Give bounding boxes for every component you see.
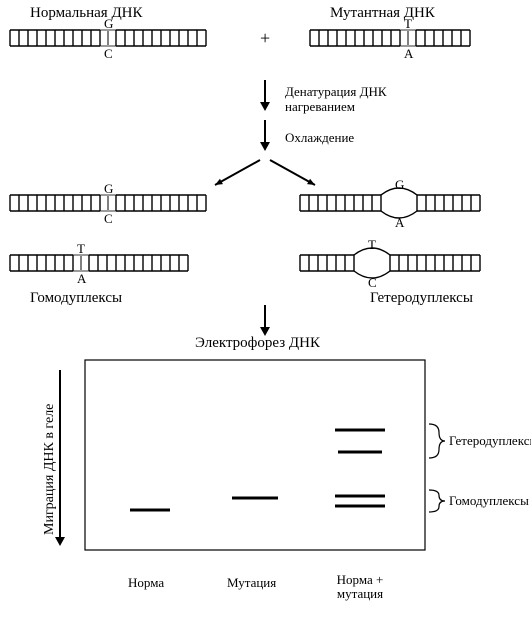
svg-text:G: G (395, 177, 404, 192)
brace-label-hetero: Гетеродуплексы (449, 433, 531, 449)
brace-label-homo: Гомодуплексы (449, 493, 529, 509)
label-homoduplex: Гомодуплексы (30, 290, 122, 307)
label-migration: Миграция ДНК в геле (42, 404, 58, 535)
lane-label-norm: Норма (128, 575, 164, 591)
lane-label-mut: Мутация (227, 575, 276, 591)
svg-text:A: A (77, 271, 87, 286)
lane-label-mix: Норма + мутация (325, 573, 395, 602)
svg-text:C: C (104, 211, 113, 226)
svg-text:T: T (404, 16, 412, 31)
step-cooling: Охлаждение (285, 130, 354, 146)
label-electrophoresis: Электрофорез ДНК (195, 335, 320, 352)
svg-text:G: G (104, 181, 113, 196)
svg-text:G: G (104, 16, 113, 31)
svg-text:T: T (77, 241, 85, 256)
svg-text:A: A (395, 215, 405, 230)
diagram-root: Нормальная ДНК Мутантная ДНК GCTAGCTAGAT… (0, 0, 531, 621)
label-heteroduplex: Гетеродуплексы (370, 290, 473, 307)
plus-sign: + (260, 28, 270, 49)
svg-text:C: C (104, 46, 113, 61)
step-denaturation: Денатурация ДНК нагреванием (285, 85, 455, 115)
svg-text:C: C (368, 275, 377, 290)
svg-text:T: T (368, 237, 376, 252)
svg-text:A: A (404, 46, 414, 61)
